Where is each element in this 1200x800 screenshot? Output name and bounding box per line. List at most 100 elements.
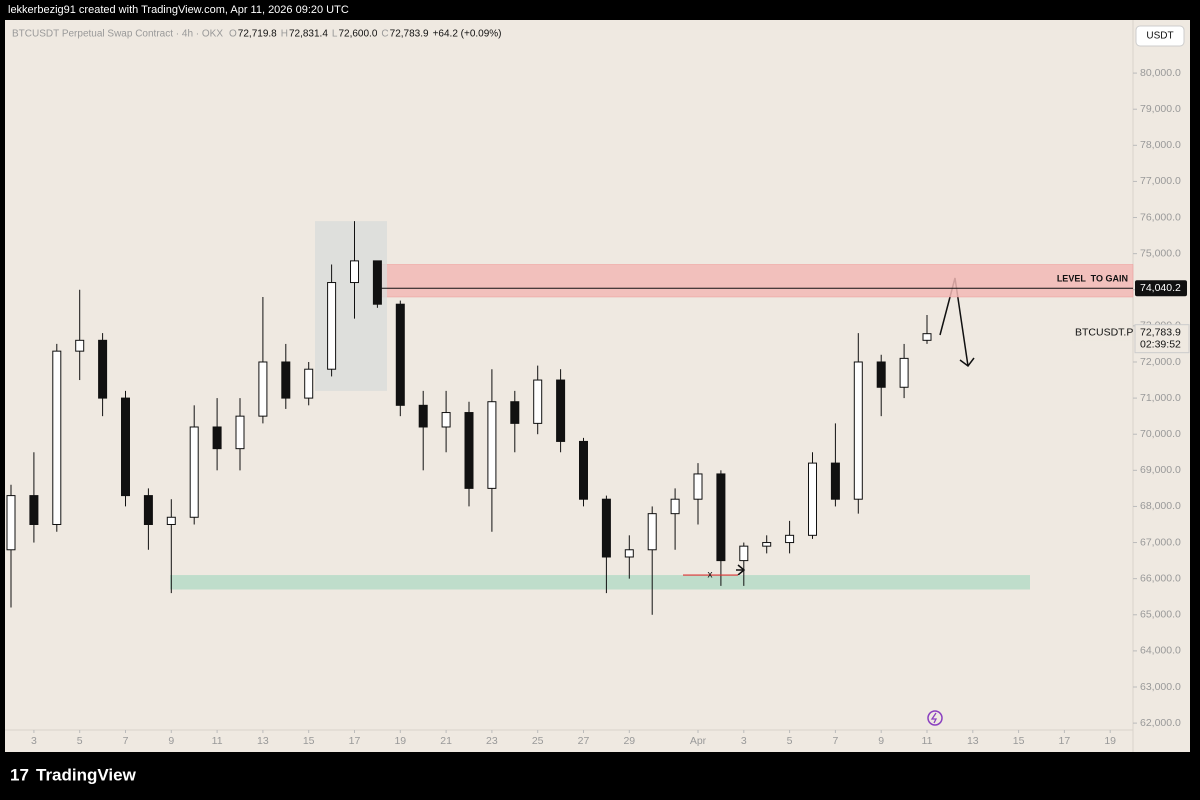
y-tick-label: 65,000.0 <box>1140 609 1181 621</box>
candle-body <box>579 440 588 500</box>
y-tick-label: 62,000.0 <box>1140 717 1181 729</box>
candle-body <box>808 462 817 536</box>
x-tick-label: 13 <box>257 735 269 747</box>
x-tick-label: 15 <box>1013 735 1025 747</box>
legend-key: O <box>229 29 237 40</box>
legend-value: 72,600.0 <box>338 29 377 40</box>
candle-body <box>29 495 39 525</box>
x-tick-label: 29 <box>623 735 635 747</box>
x-tick-label: 23 <box>486 735 498 747</box>
countdown: 02:39:52 <box>1140 338 1181 350</box>
x-tick-label: 17 <box>349 735 361 747</box>
x-tick-label: 3 <box>741 735 747 747</box>
candle-body <box>533 379 543 424</box>
profile-box <box>315 221 387 391</box>
candle-body <box>52 350 62 525</box>
level-text: LEVEL TO GAIN <box>1057 274 1128 284</box>
candle-body <box>624 549 634 558</box>
candle-body <box>372 260 382 305</box>
y-tick-label: 69,000.0 <box>1140 464 1181 476</box>
candle-body <box>853 361 863 500</box>
credit: lekkerbezig91 created with TradingView.c… <box>8 4 349 16</box>
candle-body <box>327 282 337 370</box>
x-tick-label: 7 <box>123 735 129 747</box>
symbol-label: BTCUSDT.P <box>1075 326 1133 338</box>
candle-body <box>899 357 909 388</box>
candle-body <box>441 412 451 428</box>
x-tick-label: 5 <box>77 735 83 747</box>
y-tick-label: 78,000.0 <box>1140 139 1181 151</box>
legend-value: 72,783.9 <box>390 29 429 40</box>
x-tick-label: 5 <box>787 735 793 747</box>
candle-body <box>693 473 703 500</box>
y-tick-label: 67,000.0 <box>1140 536 1181 548</box>
y-tick-label: 77,000.0 <box>1140 175 1181 187</box>
x-tick-label: 27 <box>578 735 590 747</box>
candle-body <box>235 415 245 450</box>
candle-body <box>601 498 611 558</box>
candle-body <box>258 361 268 417</box>
lightning-icon[interactable] <box>927 710 943 726</box>
y-tick-label: 80,000.0 <box>1140 67 1181 79</box>
legend-key: L <box>332 29 338 40</box>
legend-value: 72,719.8 <box>238 29 277 40</box>
lightning-glyph <box>930 712 938 724</box>
x-tick-label: 9 <box>878 735 884 747</box>
candle-body <box>487 401 497 489</box>
y-tick-label: 76,000.0 <box>1140 211 1181 223</box>
candle-body <box>830 462 840 500</box>
candle-body <box>922 333 932 341</box>
candle-body <box>716 473 726 562</box>
candle-body <box>876 361 886 388</box>
y-tick-label: 71,000.0 <box>1140 392 1181 404</box>
brand: TradingView <box>36 765 137 784</box>
y-tick-label: 68,000.0 <box>1140 500 1181 512</box>
level-tag-label: 74,040.2 <box>1140 282 1181 294</box>
candle-body <box>75 339 85 352</box>
candle-body <box>762 542 772 547</box>
level-tag <box>1135 280 1187 297</box>
x-tick-label: Apr <box>690 735 707 747</box>
x-tick-label: 11 <box>922 735 933 747</box>
candle-body <box>212 426 222 450</box>
x-tick-label: 3 <box>31 735 37 747</box>
currency: USDT <box>1146 31 1173 42</box>
candle-body <box>121 397 130 497</box>
symbol-tag <box>1072 324 1132 341</box>
candle-body <box>304 368 314 399</box>
y-tick-label: 66,000.0 <box>1140 572 1181 584</box>
x-tick-label: 9 <box>168 735 174 747</box>
x-tick-label: 15 <box>303 735 315 747</box>
legend-change: +64.2 (+0.09%) <box>433 29 502 40</box>
legend-key: C <box>381 29 388 40</box>
candle-body <box>647 513 657 551</box>
candle-body <box>556 379 566 442</box>
brand-logo: 17 <box>10 765 29 784</box>
x-tick-label: 25 <box>532 735 544 747</box>
candle-body <box>785 534 795 544</box>
x-tick-label: 11 <box>212 735 223 747</box>
x-tick-label: 17 <box>1059 735 1071 747</box>
candle-body <box>98 339 108 399</box>
last-price-label: 72,783.9 <box>1140 326 1181 338</box>
y-tick-label: 64,000.0 <box>1140 645 1181 657</box>
candle-body <box>143 495 153 525</box>
candle-body <box>395 303 405 406</box>
candle-body <box>281 361 291 399</box>
y-tick-label: 70,000.0 <box>1140 428 1181 440</box>
y-tick-label: 79,000.0 <box>1140 103 1181 115</box>
x-tick-label: 7 <box>832 735 838 747</box>
candle-body <box>6 495 16 551</box>
candle-body <box>510 401 520 424</box>
y-tick-label: 63,000.0 <box>1140 681 1181 693</box>
last-price-tag <box>1134 324 1190 354</box>
x-tick-label: 19 <box>1104 735 1116 747</box>
candle-body <box>739 545 749 562</box>
candle-body <box>350 260 359 284</box>
x-tick-label: 13 <box>967 735 979 747</box>
legend-symbol: BTCUSDT Perpetual Swap Contract · 4h · O… <box>12 29 223 40</box>
legend-value: 72,831.4 <box>289 29 328 40</box>
candle-body <box>464 412 474 489</box>
currency-button[interactable] <box>1135 25 1185 47</box>
